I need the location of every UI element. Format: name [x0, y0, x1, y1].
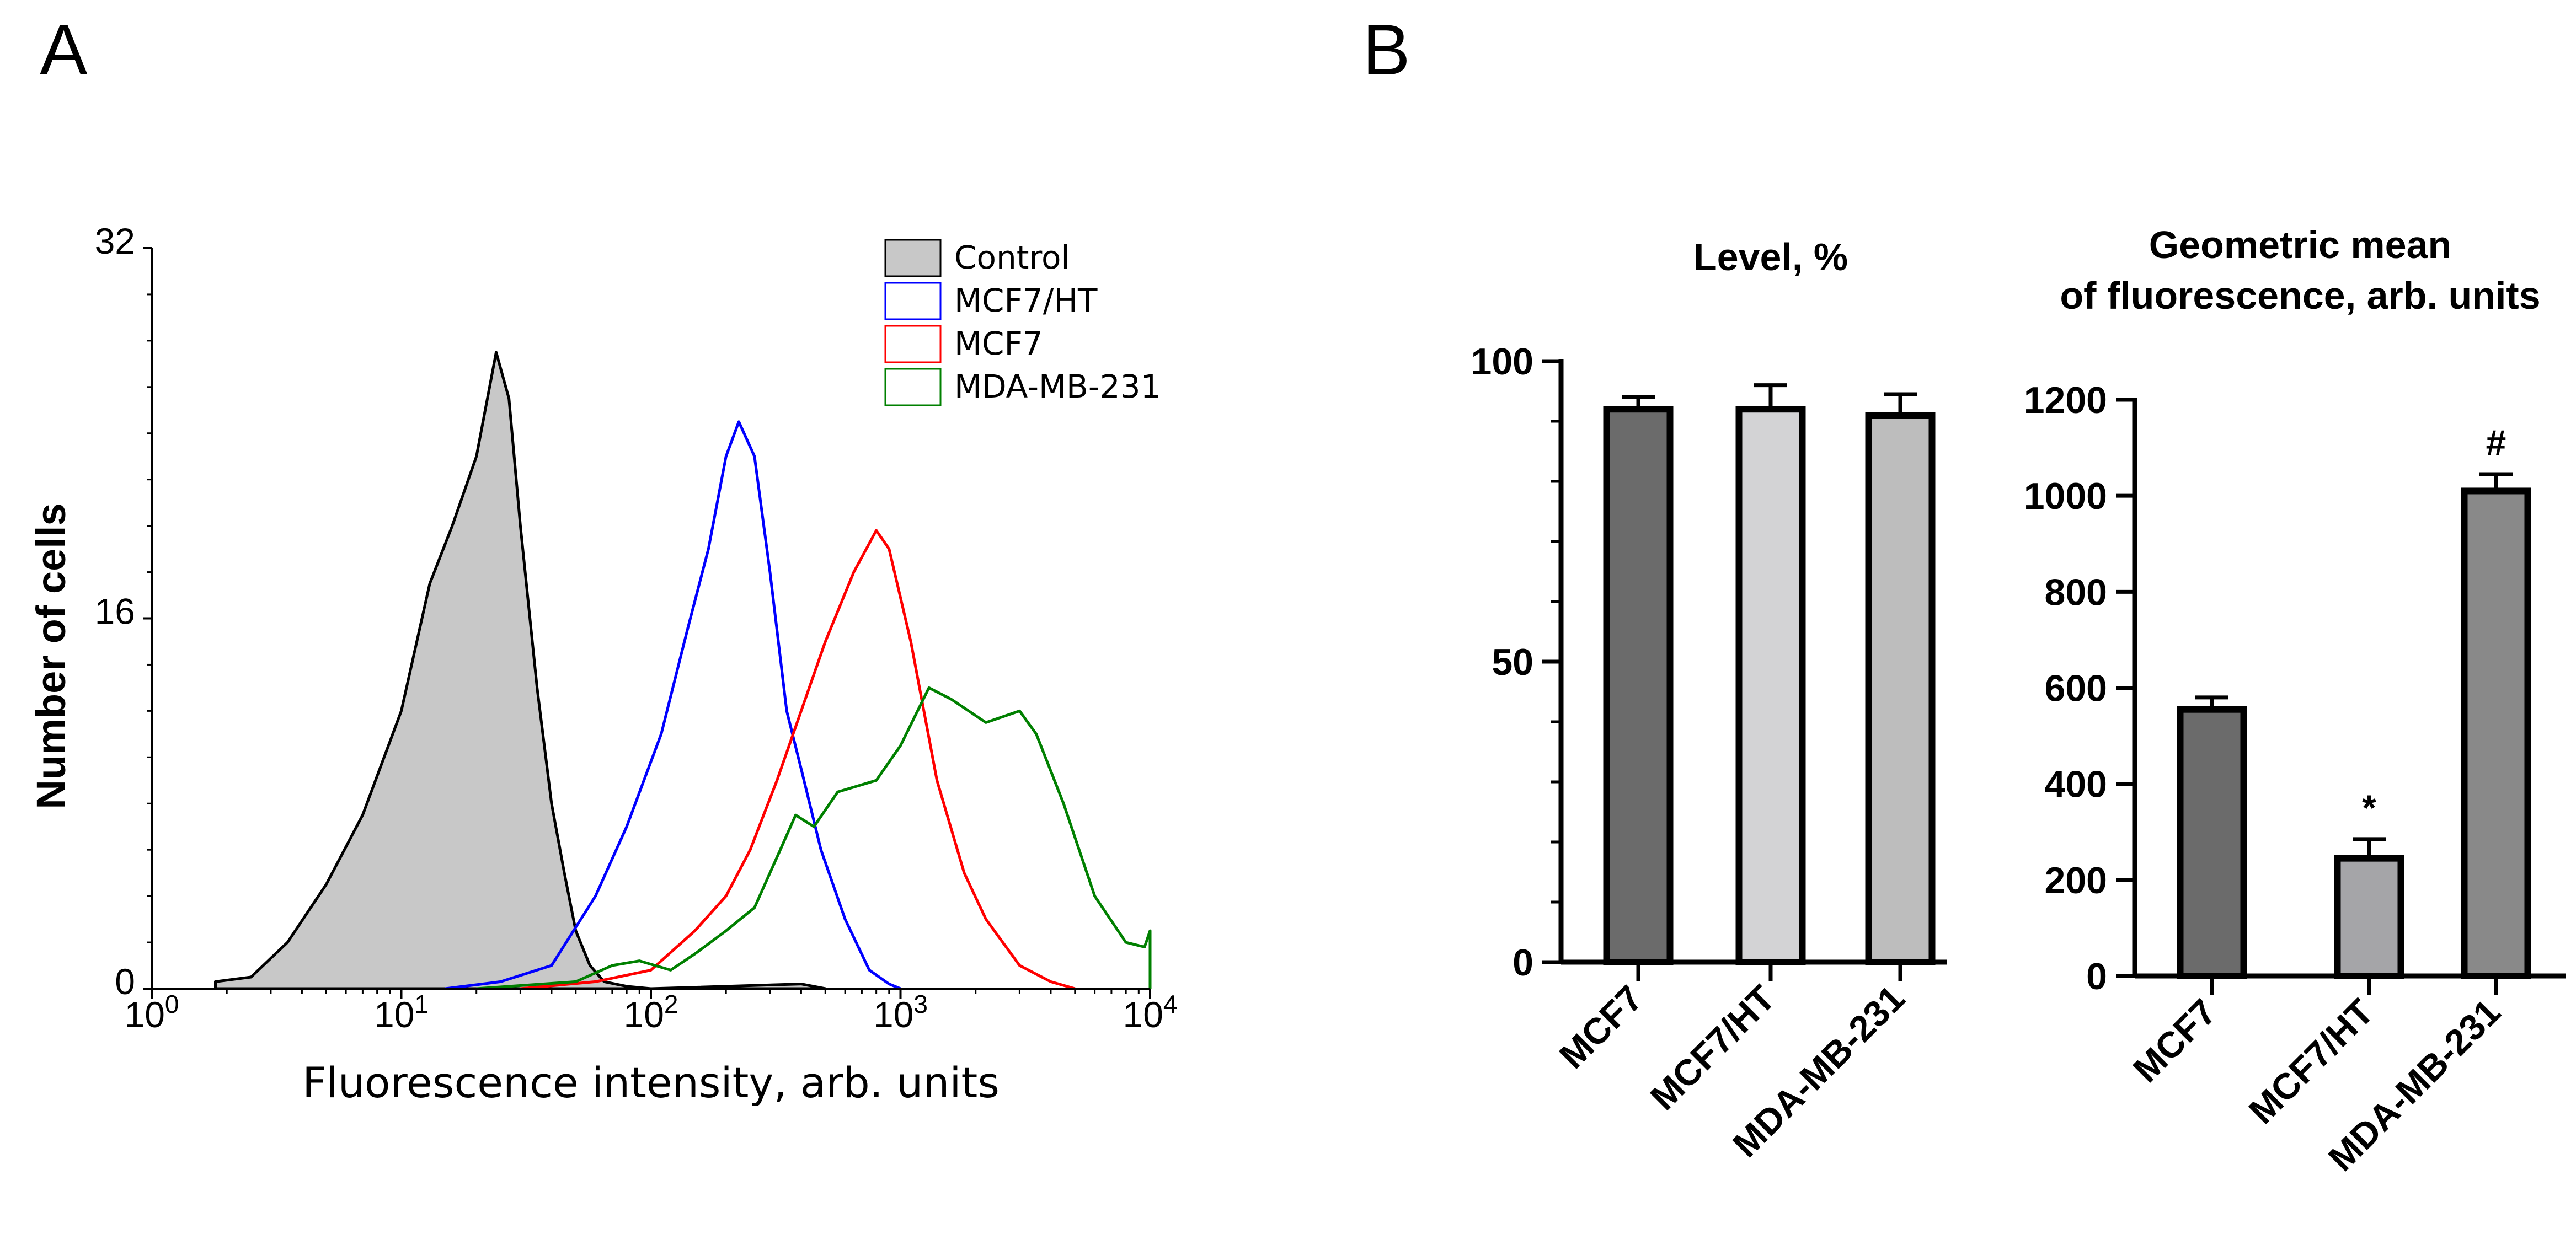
level-bar [1735, 406, 1806, 965]
histogram-series-mcf7 [520, 529, 1076, 990]
geomean-bar-chart: Geometric mean of fluorescence, arb. uni… [2024, 223, 2566, 1179]
histogram-x-tick-label: 100 [124, 990, 179, 1035]
geomean-y-tick-label: 0 [2086, 956, 2107, 997]
level-y-tick-label: 100 [1471, 341, 1533, 383]
geomean-significance-mark: * [2362, 787, 2376, 828]
level-bar [1865, 412, 1936, 965]
legend-mcf7-label: MCF7 [954, 325, 1043, 362]
histogram-x-tick-label: 102 [623, 990, 678, 1035]
histogram-y-ticks: 0 16 32 [95, 221, 152, 1002]
histogram-y-tick-label: 16 [95, 591, 135, 632]
legend-mcf7-swatch [884, 325, 942, 363]
level-bars [1603, 383, 1936, 965]
legend-mda-mb-231-swatch [884, 368, 942, 406]
geomean-y-tick-label: 800 [2045, 571, 2107, 613]
level-category-label: MCF7/HT [1642, 978, 1783, 1118]
geomean-bar [2334, 855, 2404, 980]
level-y-tick-label: 0 [1513, 942, 1533, 984]
legend-mcf7-ht-label: MCF7/HT [954, 282, 1098, 319]
geomean-y-tick-label: 1200 [2024, 379, 2107, 421]
histogram-x-axis-label: Fluorescence intensity, arb. units [302, 1058, 1000, 1107]
geomean-y-ticks: 0 200 400 600 800 1000 1200 [2024, 379, 2566, 997]
histogram-x-ticks: 100 101 102 103 104 [124, 989, 1178, 1035]
histogram-plot-area [214, 351, 1152, 990]
histogram-x-tick-label: 104 [1123, 990, 1177, 1035]
histogram-y-tick-label: 0 [115, 961, 135, 1002]
geomean-chart-title-line2: of fluorescence, arb. units [2060, 274, 2540, 317]
legend-mcf7-ht-swatch [884, 282, 942, 320]
legend-control-swatch [884, 239, 942, 277]
geomean-y-tick-label: 1000 [2024, 475, 2107, 517]
histogram-x-tick-label: 101 [374, 990, 429, 1035]
level-y-tick-label: 50 [1492, 641, 1533, 683]
geomean-bar [2177, 706, 2247, 979]
level-category-label: MCF7 [1552, 978, 1650, 1076]
legend-mda-mb-231-label: MDA-MB-231 [954, 368, 1161, 405]
geomean-bars: *# [2177, 422, 2531, 980]
histogram-series-control [214, 351, 827, 990]
panel-label-b: B [1362, 9, 1410, 90]
histogram-series-mda-mb-231 [476, 686, 1152, 990]
geomean-significance-mark: # [2486, 422, 2506, 463]
geomean-y-tick-label: 400 [2045, 764, 2107, 806]
histogram-y-tick-label: 32 [95, 221, 135, 261]
geomean-y-tick-label: 200 [2045, 860, 2107, 902]
histogram-y-axis-label: Number of cells [28, 503, 74, 809]
legend-control-label: Control [954, 239, 1070, 276]
level-chart-title: Level, % [1693, 235, 1848, 278]
histogram-series-mcf7-ht [445, 420, 901, 990]
panel-label-a: A [40, 9, 88, 90]
geomean-bar [2461, 487, 2531, 979]
level-y-ticks: 0 50 100 [1471, 341, 1947, 984]
geomean-category-label: MCF7 [2125, 991, 2224, 1090]
geomean-y-tick-label: 600 [2045, 668, 2107, 710]
histogram-chart: 0 16 32 100 101 102 103 104 Fluorescence inten… [28, 221, 1178, 1107]
level-bar [1603, 406, 1674, 965]
geomean-chart-title-line1: Geometric mean [2149, 223, 2452, 266]
histogram-legend: Control MCF7/HT MCF7 MDA-MB-231 [884, 239, 1161, 406]
histogram-x-tick-label: 103 [873, 990, 928, 1035]
